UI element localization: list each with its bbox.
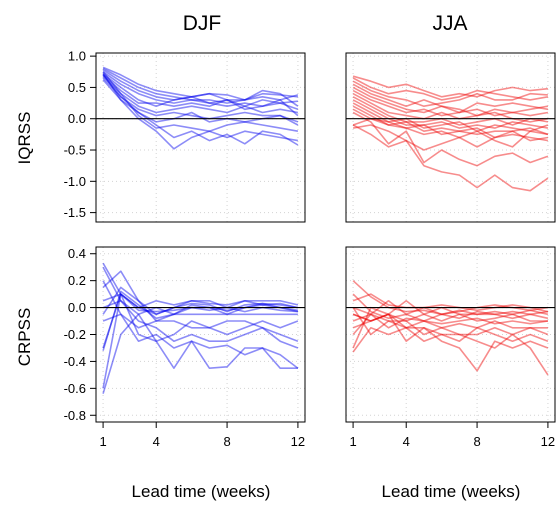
series-line-jja-crpss-5 xyxy=(352,293,549,322)
y-tick-label: -1.5 xyxy=(64,205,86,220)
series-line-djf-crpss-3 xyxy=(102,290,299,351)
series-line-jja-iqrss-10 xyxy=(352,102,549,132)
series-line-djf-crpss-7 xyxy=(102,280,298,329)
series-line-djf-iqrss-3 xyxy=(102,69,298,107)
y-tick-label: -0.8 xyxy=(64,408,86,423)
y-tick-label: -0.6 xyxy=(64,381,86,396)
series-line-djf-crpss-5 xyxy=(102,262,299,309)
x-tick-label: 12 xyxy=(291,434,305,449)
row-label-crpss: CRPSS xyxy=(15,308,34,367)
series-line-jja-iqrss-2 xyxy=(352,77,549,101)
series-line-jja-crpss-6 xyxy=(352,313,548,322)
y-tick-label: 0.4 xyxy=(68,246,86,261)
x-axis-label-djf: Lead time (weeks) xyxy=(132,482,271,501)
series-line-jja-iqrss-9 xyxy=(352,99,549,129)
y-tick-label: 0.0 xyxy=(68,111,86,126)
panel-frame xyxy=(345,52,556,223)
series-line-jja-iqrss-8 xyxy=(352,96,549,126)
x-tick-label: 4 xyxy=(153,434,160,449)
series-line-djf-iqrss-11 xyxy=(102,73,299,150)
y-tick-label: -1.0 xyxy=(64,174,86,189)
series-line-djf-crpss-1 xyxy=(102,286,299,316)
panel-djf-crpss: 0.4 0.2 0.0 -0.2 -0.4 -0.6 -0.8 1 4 8 12 xyxy=(64,246,306,449)
series-line-jja-iqrss-15 xyxy=(352,111,549,167)
series-line-djf-crpss-12 xyxy=(102,313,298,394)
series-line-jja-iqrss-16 xyxy=(352,124,549,192)
series-line-djf-iqrss-12 xyxy=(102,74,299,146)
panel-jja-crpss: 1 4 8 12 xyxy=(345,246,556,449)
series-line-djf-iqrss-6 xyxy=(102,74,299,117)
y-tick-label: 0.2 xyxy=(68,273,86,288)
x-tick-label: 8 xyxy=(473,434,480,449)
y-tick-label: -0.2 xyxy=(64,327,86,342)
series-line-djf-crpss-8 xyxy=(102,270,299,336)
panel-jja-iqrss xyxy=(345,52,556,223)
y-tick-label: 0.5 xyxy=(68,80,86,95)
series-line-djf-iqrss-1 xyxy=(102,66,298,101)
series-line-jja-iqrss-4 xyxy=(352,83,549,114)
x-tick-label: 4 xyxy=(403,434,410,449)
series-line-jja-iqrss-11 xyxy=(352,105,549,136)
series-line-jja-iqrss-13 xyxy=(352,108,549,148)
series-line-djf-iqrss-8 xyxy=(102,77,299,126)
x-tick-label: 8 xyxy=(223,434,230,449)
series-line-jja-iqrss-3 xyxy=(352,80,548,107)
series-line-jja-crpss-12 xyxy=(352,313,549,372)
series-line-djf-iqrss-5 xyxy=(102,73,299,111)
panel-frame xyxy=(95,52,306,223)
y-tick-label: -0.4 xyxy=(64,354,86,369)
series-line-jja-crpss-3 xyxy=(352,299,549,349)
series-line-jja-crpss-4 xyxy=(352,299,549,322)
series-line-djf-crpss-11 xyxy=(102,313,299,369)
series-line-djf-iqrss-7 xyxy=(102,75,299,114)
series-line-jja-iqrss-12 xyxy=(352,117,549,142)
series-line-jja-crpss-2 xyxy=(352,293,549,313)
panel-frame xyxy=(345,246,556,423)
x-axis-label-jja: Lead time (weeks) xyxy=(382,482,521,501)
row-label-iqrss: IQRSS xyxy=(15,112,34,165)
series-line-jja-iqrss-6 xyxy=(352,89,549,117)
y-tick-label: 0.0 xyxy=(68,300,86,315)
x-tick-label: 12 xyxy=(541,434,555,449)
series-line-djf-crpss-10 xyxy=(102,299,299,349)
column-title-djf: DJF xyxy=(183,12,222,35)
series-line-jja-crpss-10 xyxy=(352,307,549,343)
series-line-djf-iqrss-4 xyxy=(102,71,299,107)
series-line-jja-iqrss-14 xyxy=(352,124,549,151)
series-line-djf-iqrss-10 xyxy=(102,71,299,132)
series-line-jja-iqrss-1 xyxy=(352,75,548,98)
y-tick-label: 1.0 xyxy=(68,49,86,64)
panel-djf-iqrss: 1.0 0.5 0.0 -0.5 -1.0 -1.5 xyxy=(64,49,306,223)
x-tick-label: 1 xyxy=(349,434,356,449)
series-line-jja-crpss-1 xyxy=(352,280,549,316)
series-line-jja-iqrss-5 xyxy=(352,86,549,117)
series-line-djf-iqrss-2 xyxy=(102,67,299,104)
column-title-jja: JJA xyxy=(432,12,467,35)
series-line-jja-crpss-11 xyxy=(352,326,549,376)
series-line-jja-crpss-8 xyxy=(352,313,549,336)
series-line-jja-crpss-7 xyxy=(352,306,549,329)
series-line-jja-crpss-9 xyxy=(352,313,548,336)
x-tick-label: 1 xyxy=(99,434,106,449)
series-line-djf-crpss-9 xyxy=(102,293,299,343)
y-tick-label: -0.5 xyxy=(64,143,86,158)
series-line-djf-crpss-2 xyxy=(102,293,299,349)
